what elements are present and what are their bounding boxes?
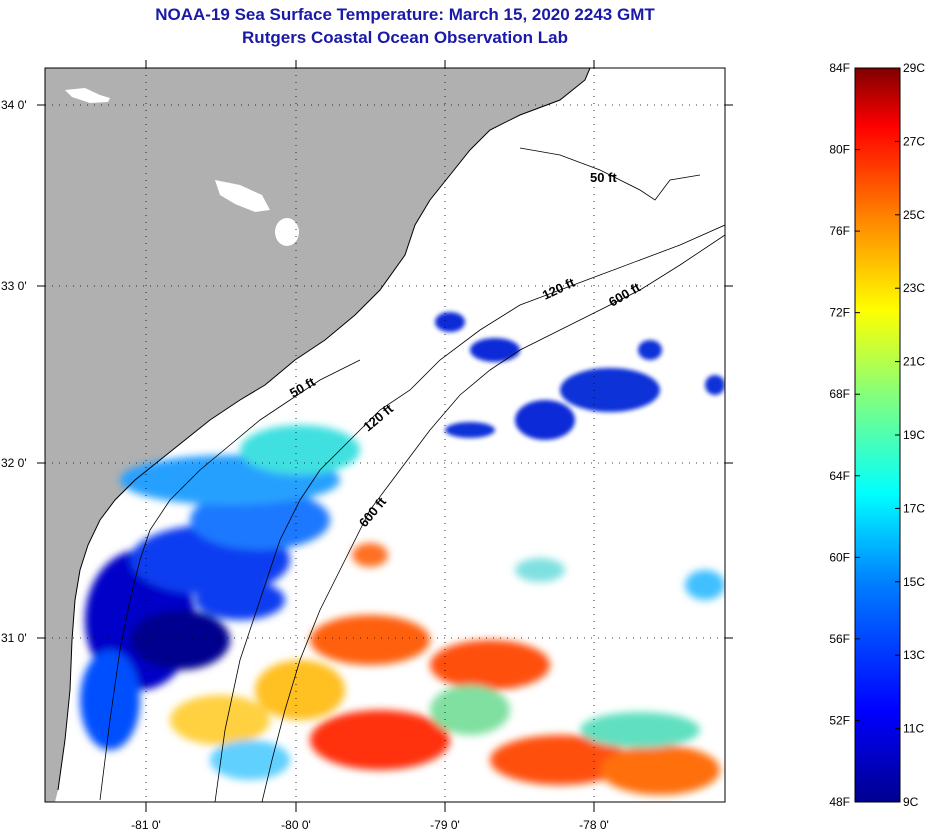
lat-tick-label: 31 0' [1,631,27,645]
colorbar-celsius-axis: 29C 27C 25C 23C 21C 19C 17C 15C 13C 11C 9C [895,61,925,809]
colorbar-c-label: 27C [903,134,925,148]
colorbar-fahrenheit-axis: 84F 80F 76F 72F 68F 64F 60F 56F 52F 48F [829,61,860,809]
inland-lake [275,218,299,246]
contour-50ft [99,147,701,801]
lon-tick-label: -78 0' [579,818,609,832]
map-frame [44,67,726,803]
colorbar-c-label: 11C [903,722,924,736]
land-mass [45,68,590,802]
map-title: NOAA-19 Sea Surface Temperature: March 1… [155,5,655,24]
map-subtitle: Rutgers Coastal Ocean Observation Lab [242,28,568,47]
colorbar-c-label: 29C [903,61,925,75]
lat-tick-label: 34 0' [1,98,27,112]
contour-600ft [261,234,725,802]
contour-120ft [214,224,725,802]
colorbar-c-label: 23C [903,281,925,295]
lon-tick-label: -80 0' [281,818,311,832]
colorbar-c-label: 17C [903,501,925,515]
coastline [57,68,591,791]
lon-tick-label: -79 0' [430,818,460,832]
colorbar-c-label: 15C [903,575,925,589]
sst-cold-band [80,425,360,750]
axis-ticks [37,60,733,812]
colorbar-f-label: 64F [829,469,850,483]
sst-offshore-cold-patches [435,312,725,440]
colorbar-f-label: 52F [829,713,850,727]
colorbar-c-label: 25C [903,208,925,222]
inland-lake [65,88,110,103]
contour-label-50ft-north: 50 ft [590,170,617,185]
sst-gulf-stream-warm [170,543,725,795]
lat-tick-label: 33 0' [1,279,27,293]
inland-lake [215,180,270,212]
colorbar-c-label: 19C [903,428,925,442]
barrier-island [595,68,640,135]
colorbar-f-label: 84F [829,61,850,75]
colorbar-f-label: 76F [829,224,850,238]
lat-tick-label: 32 0' [1,456,27,470]
colorbar-f-label: 48F [829,795,850,809]
colorbar-c-label: 9C [903,795,919,809]
colorbar-f-label: 72F [829,306,850,320]
colorbar-f-label: 68F [829,387,850,401]
lon-tick-label: -81 0' [131,818,161,832]
colorbar-c-label: 13C [903,648,925,662]
colorbar-f-label: 60F [829,550,850,564]
colorbar-f-label: 56F [829,632,850,646]
colorbar [854,67,901,803]
colorbar-f-label: 80F [829,143,850,157]
colorbar-c-label: 21C [903,355,925,369]
